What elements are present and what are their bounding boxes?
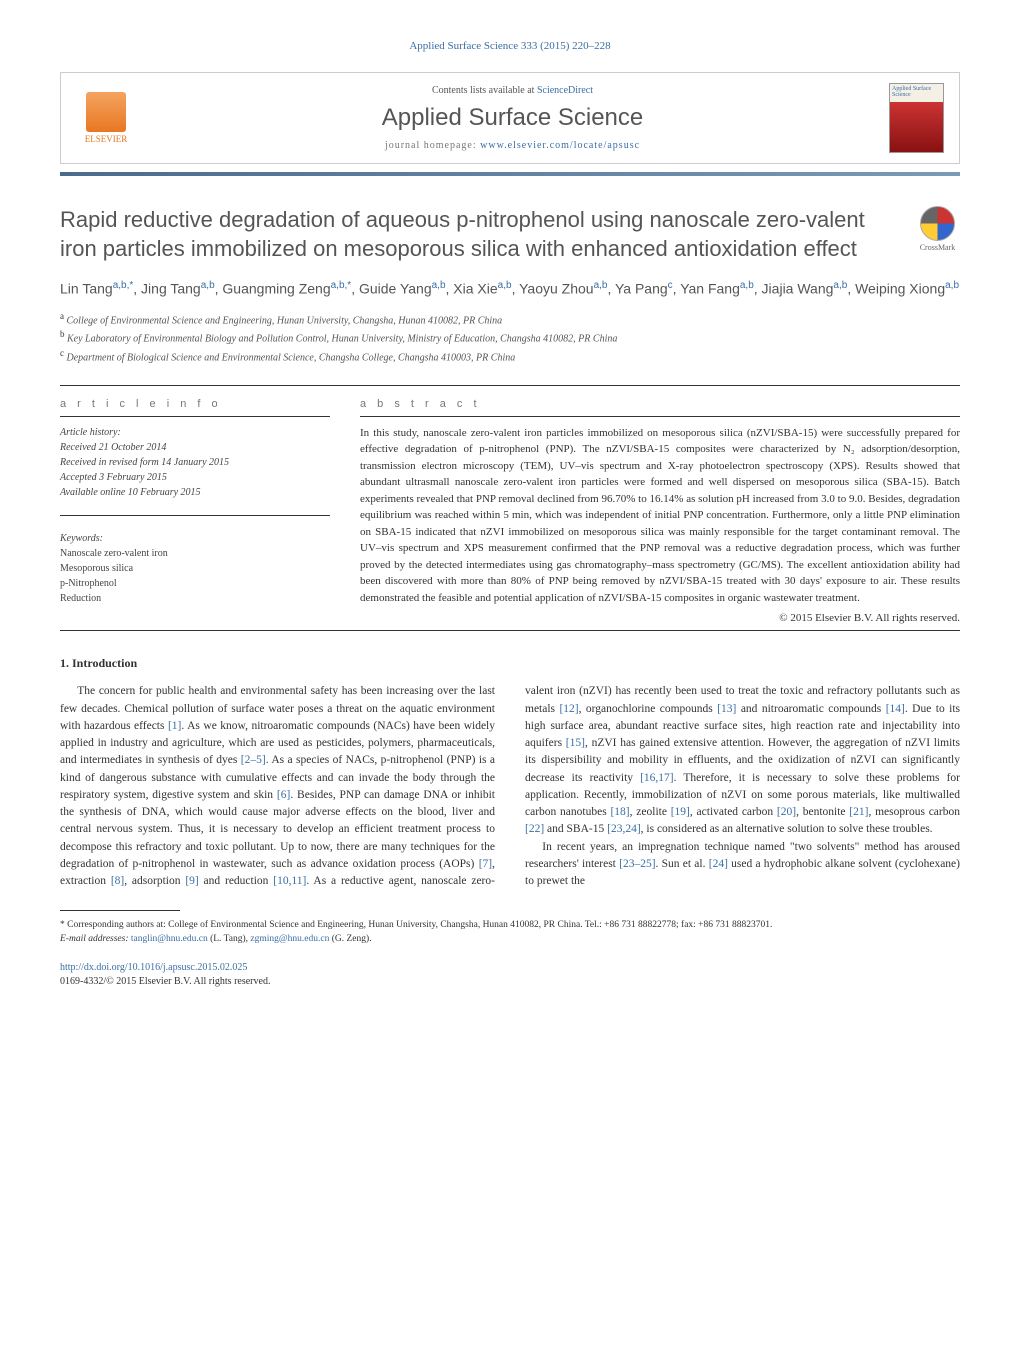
citation-link[interactable]: [16,17] <box>640 772 674 784</box>
body-text-run: , bentonite <box>796 806 849 818</box>
cover-thumb-title: Applied Surface Science <box>890 84 943 102</box>
title-row: Rapid reductive degradation of aqueous p… <box>60 206 960 263</box>
email-name: (G. Zeng). <box>329 934 371 944</box>
journal-name: Applied Surface Science <box>136 104 889 132</box>
keyword: p-Nitrophenol <box>60 576 330 591</box>
crossmark-icon <box>920 206 955 241</box>
sciencedirect-link[interactable]: ScienceDirect <box>537 85 593 96</box>
footnote-separator <box>60 910 180 911</box>
body-text-run: and nitroaromatic compounds <box>736 703 885 715</box>
abstract-text: In this study, nanoscale zero-valent iro… <box>360 425 960 607</box>
contents-line: Contents lists available at ScienceDirec… <box>136 85 889 96</box>
footnotes: * Corresponding authors at: College of E… <box>60 919 960 946</box>
abstract-column: a b s t r a c t In this study, nanoscale… <box>360 398 960 625</box>
citation-link[interactable]: [7] <box>479 858 492 870</box>
affiliation: a College of Environmental Science and E… <box>60 310 960 328</box>
citation-link[interactable]: [23,24] <box>607 823 641 835</box>
citation-link[interactable]: [14] <box>886 703 905 715</box>
body-text-run: , organochlorine compounds <box>579 703 718 715</box>
body-text-run: , is considered as an alternative soluti… <box>641 823 933 835</box>
thin-rule <box>360 416 960 417</box>
affiliation: b Key Laboratory of Environmental Biolog… <box>60 328 960 346</box>
citation-link[interactable]: [10,11] <box>273 875 306 887</box>
citation-link[interactable]: [9] <box>185 875 198 887</box>
history-item: Received in revised form 14 January 2015 <box>60 455 330 470</box>
journal-cover-thumbnail: Applied Surface Science <box>889 83 944 153</box>
thin-rule <box>60 416 330 417</box>
citation-link[interactable]: [13] <box>717 703 736 715</box>
keyword: Reduction <box>60 591 330 606</box>
article-history: Article history: Received 21 October 201… <box>60 425 330 500</box>
citation-link[interactable]: [19] <box>671 806 690 818</box>
citation-link[interactable]: [12] <box>559 703 578 715</box>
doi-block: http://dx.doi.org/10.1016/j.apsusc.2015.… <box>60 961 960 989</box>
journal-header-box: ELSEVIER Contents lists available at Sci… <box>60 72 960 164</box>
body-text-run: , zeolite <box>630 806 671 818</box>
citation-link[interactable]: [18] <box>610 806 629 818</box>
crossmark-badge[interactable]: CrossMark <box>915 206 960 252</box>
publisher-name: ELSEVIER <box>85 134 128 144</box>
citation-link[interactable]: [24] <box>709 858 728 870</box>
body-paragraph: In recent years, an impregnation techniq… <box>525 839 960 891</box>
info-abstract-row: a r t i c l e i n f o Article history: R… <box>60 398 960 625</box>
citation-link[interactable]: [23–25] <box>619 858 655 870</box>
citation-link[interactable]: [8] <box>111 875 124 887</box>
body-text-run: , mesoprous carbon <box>868 806 960 818</box>
citation-link[interactable]: [6] <box>277 789 290 801</box>
elsevier-logo: ELSEVIER <box>76 92 136 144</box>
homepage-label: journal homepage: <box>385 140 477 151</box>
abstract-heading: a b s t r a c t <box>360 398 960 410</box>
elsevier-tree-icon <box>86 92 126 132</box>
email-label: E-mail addresses: <box>60 934 129 944</box>
abstract-copyright: © 2015 Elsevier B.V. All rights reserved… <box>360 612 960 624</box>
journal-reference: Applied Surface Science 333 (2015) 220–2… <box>60 40 960 52</box>
issn-copyright: 0169-4332/© 2015 Elsevier B.V. All right… <box>60 975 960 989</box>
email-link[interactable]: zgming@hnu.edu.cn <box>250 934 329 944</box>
citation-link[interactable]: [21] <box>849 806 868 818</box>
body-text: The concern for public health and enviro… <box>60 683 960 890</box>
keyword: Nanoscale zero-valent iron <box>60 546 330 561</box>
corresponding-author-note: * Corresponding authors at: College of E… <box>60 919 960 932</box>
citation-link[interactable]: [22] <box>525 823 544 835</box>
citation-link[interactable]: [2–5] <box>241 754 266 766</box>
body-text-run: , activated carbon <box>690 806 777 818</box>
full-rule <box>60 630 960 631</box>
email-link[interactable]: tanglin@hnu.edu.cn <box>131 934 208 944</box>
body-text-run: . Sun et al. <box>656 858 709 870</box>
article-info-heading: a r t i c l e i n f o <box>60 398 330 410</box>
citation-link[interactable]: [20] <box>777 806 796 818</box>
keyword: Mesoporous silica <box>60 561 330 576</box>
intro-heading: 1. Introduction <box>60 656 960 671</box>
citation-link[interactable]: [15] <box>566 737 585 749</box>
history-item: Available online 10 February 2015 <box>60 485 330 500</box>
email-name: (L. Tang), <box>208 934 251 944</box>
history-item: Received 21 October 2014 <box>60 440 330 455</box>
authors-list: Lin Tanga,b,*, Jing Tanga,b, Guangming Z… <box>60 278 960 300</box>
history-item: Accepted 3 February 2015 <box>60 470 330 485</box>
article-info-column: a r t i c l e i n f o Article history: R… <box>60 398 330 625</box>
history-label: Article history: <box>60 425 330 440</box>
section-rule <box>60 385 960 386</box>
thin-rule <box>60 515 330 516</box>
crossmark-label: CrossMark <box>920 243 956 252</box>
doi-link[interactable]: http://dx.doi.org/10.1016/j.apsusc.2015.… <box>60 962 247 973</box>
body-text-run: and reduction <box>199 875 274 887</box>
cover-thumb-image <box>890 102 943 152</box>
keywords-label: Keywords: <box>60 531 330 546</box>
header-center: Contents lists available at ScienceDirec… <box>136 85 889 151</box>
gradient-separator <box>60 172 960 176</box>
contents-label: Contents lists available at <box>432 85 534 96</box>
article-title: Rapid reductive degradation of aqueous p… <box>60 206 900 263</box>
homepage-line: journal homepage: www.elsevier.com/locat… <box>136 140 889 151</box>
citation-link[interactable]: [1] <box>168 720 181 732</box>
body-text-run: and SBA-15 <box>544 823 607 835</box>
homepage-link[interactable]: www.elsevier.com/locate/apsusc <box>480 140 640 151</box>
email-line: E-mail addresses: tanglin@hnu.edu.cn (L.… <box>60 933 960 946</box>
affiliation: c Department of Biological Science and E… <box>60 347 960 365</box>
keywords-block: Keywords: Nanoscale zero-valent iron Mes… <box>60 531 330 606</box>
affiliations: a College of Environmental Science and E… <box>60 310 960 365</box>
body-text-run: , adsorption <box>124 875 185 887</box>
